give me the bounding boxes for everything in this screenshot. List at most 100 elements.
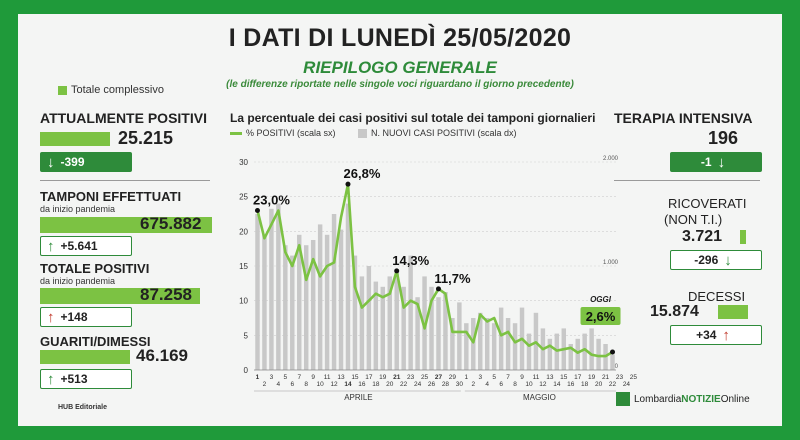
x-tick-label: 6 <box>290 381 294 388</box>
x-tick-label: 20 <box>386 381 394 388</box>
x-tick-label: 11 <box>324 374 331 381</box>
guariti-delta-box: ↑ +513 <box>40 369 132 389</box>
totale-value: 87.258 <box>140 285 192 304</box>
y-left-tick-label: 25 <box>239 193 248 202</box>
x-tick-label: 16 <box>358 381 366 388</box>
annotation-label: 2,6% <box>586 309 616 324</box>
x-tick-label: 14 <box>344 381 352 388</box>
x-tick-label: 13 <box>546 374 554 381</box>
legend-bar-swatch <box>358 128 367 138</box>
y-left-tick-label: 5 <box>244 331 249 340</box>
annotation-tag: OGGI <box>590 295 612 304</box>
case-bar <box>373 281 379 370</box>
totale-sub: da inizio pandemia <box>40 276 116 286</box>
month-label: MAGGIO <box>523 393 556 402</box>
case-bar <box>443 292 448 370</box>
x-tick-label: 9 <box>520 374 524 381</box>
page-subtitle: RIEPILOGO GENERALE <box>303 58 497 77</box>
x-tick-label: 16 <box>567 381 575 388</box>
brand-text-2: NOTIZIE <box>681 393 721 405</box>
annotation-point <box>254 208 260 214</box>
case-bar <box>471 318 476 370</box>
case-bar <box>415 297 420 370</box>
case-bar <box>255 214 260 370</box>
chart-title: La percentuale dei casi positivi sul tot… <box>230 111 596 125</box>
brand-text-1: Lombardia <box>634 393 682 405</box>
tamponi-label: TAMPONI EFFETTUATI <box>40 189 182 204</box>
annotation-point <box>394 268 400 274</box>
case-bar <box>387 276 392 370</box>
x-tick-label: 28 <box>442 381 450 388</box>
arrow-up-icon: ↑ <box>47 237 55 255</box>
x-tick-label: 1 <box>256 374 260 381</box>
ricoverati-bar <box>740 230 746 244</box>
case-bar <box>310 240 316 370</box>
y-left-tick-label: 30 <box>239 158 248 167</box>
arrow-up-icon: ↑ <box>722 326 730 344</box>
x-tick-label: 6 <box>499 381 503 388</box>
page-note: (le differenze riportate nelle singole v… <box>226 79 574 90</box>
legend-cases: N. NUOVI CASI POSITIVI (scala dx) <box>358 128 517 138</box>
x-tick-label: 25 <box>630 374 638 381</box>
annotation-label: 26,8% <box>344 166 381 181</box>
legend-percent-label: % POSITIVI (scala sx) <box>246 128 336 138</box>
x-tick-label: 26 <box>428 381 436 388</box>
case-bar <box>331 214 337 370</box>
annotation-label: 14,3% <box>392 253 429 268</box>
x-tick-label: 21 <box>393 374 401 381</box>
case-bar <box>547 338 553 370</box>
guariti-delta: +513 <box>60 372 88 386</box>
ricoverati-delta-box: -296 ↓ <box>670 250 762 270</box>
case-bar <box>457 302 462 370</box>
x-tick-label: 23 <box>616 374 624 381</box>
case-bar <box>478 312 483 370</box>
case-bar <box>276 203 281 370</box>
x-tick-label: 7 <box>297 374 301 381</box>
case-bar <box>324 234 330 370</box>
x-tick-label: 7 <box>506 374 510 381</box>
case-bar <box>464 323 469 370</box>
x-tick-label: 5 <box>492 374 496 381</box>
x-tick-label: 12 <box>539 381 547 388</box>
y-left-tick-label: 20 <box>239 227 248 236</box>
case-bar <box>359 276 365 370</box>
case-bar <box>429 286 434 370</box>
y-right-tick-label: 0 <box>615 364 619 370</box>
guariti-value: 46.169 <box>136 346 188 365</box>
positivi-delta: -399 <box>60 155 85 169</box>
case-bar <box>380 286 386 370</box>
terapia-delta: -1 <box>700 155 712 169</box>
x-tick-label: 17 <box>574 374 582 381</box>
arrow-up-icon: ↑ <box>47 308 55 326</box>
y-left-tick-label: 10 <box>239 297 248 306</box>
tamponi-value: 675.882 <box>140 214 202 233</box>
page-title: I DATI DI LUNEDÌ 25/05/2020 <box>228 24 572 52</box>
case-bar <box>366 266 372 370</box>
arrow-down-icon: ↓ <box>717 153 726 171</box>
decessi-delta: +34 <box>696 328 717 342</box>
ricoverati-value: 3.721 <box>682 228 723 245</box>
x-tick-label: 18 <box>372 381 380 388</box>
terapia-label: TERAPIA INTENSIVA <box>614 110 753 126</box>
case-bar <box>582 333 587 370</box>
case-bar <box>394 271 399 370</box>
ricoverati-label: RICOVERATI <box>668 196 747 211</box>
x-tick-label: 13 <box>337 374 345 381</box>
case-bar <box>290 255 295 370</box>
x-tick-label: 8 <box>513 381 517 388</box>
x-tick-label: 17 <box>365 374 373 381</box>
case-bar <box>262 234 267 370</box>
totale-delta: +148 <box>60 310 88 324</box>
totale-label: TOTALE POSITIVI <box>40 261 150 276</box>
legend-percent: % POSITIVI (scala sx) <box>230 128 336 138</box>
x-tick-label: 2 <box>263 381 267 388</box>
month-label: APRILE <box>344 393 372 402</box>
arrow-down-icon: ↓ <box>47 153 55 171</box>
case-bar <box>317 224 323 370</box>
totale-bar <box>40 288 200 304</box>
legend-cases-label: N. NUOVI CASI POSITIVI (scala dx) <box>371 128 517 138</box>
tamponi-delta: +5.641 <box>60 239 98 253</box>
x-tick-label: 12 <box>330 381 338 388</box>
x-tick-label: 23 <box>407 374 415 381</box>
x-tick-label: 11 <box>533 374 540 381</box>
